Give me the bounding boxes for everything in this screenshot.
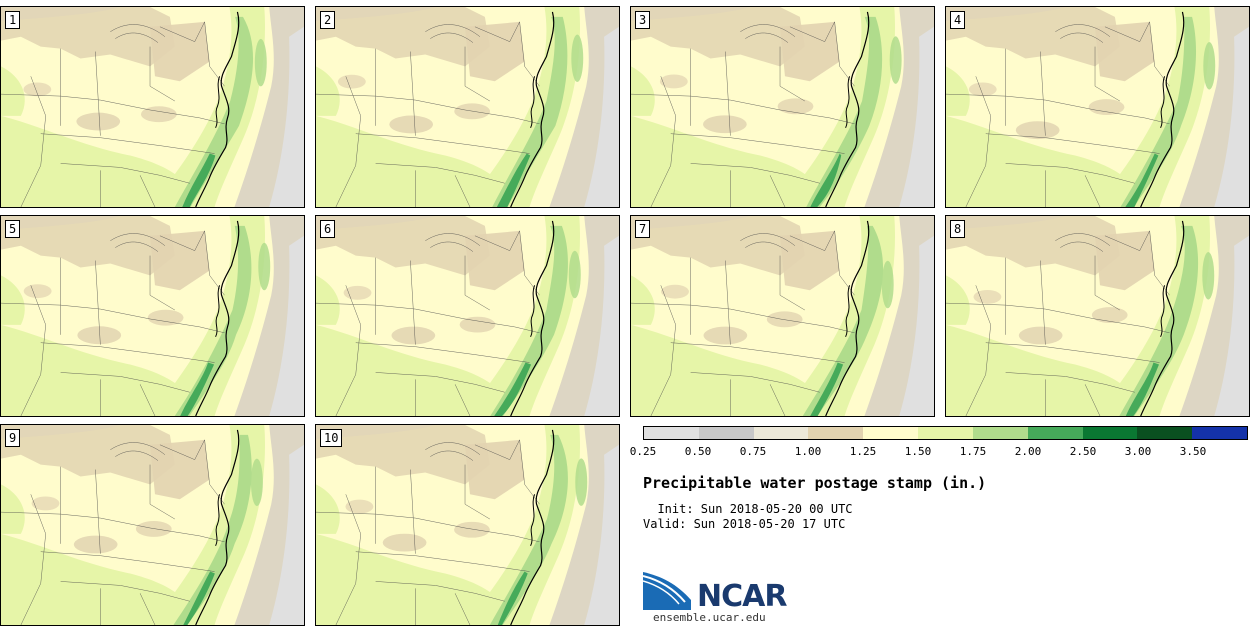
colorbar-tick-label: 2.00 <box>1014 445 1042 458</box>
colorbar-tick-label: 1.00 <box>794 445 822 458</box>
colorbar-segment <box>644 427 699 439</box>
colorbar-segment <box>698 427 754 439</box>
colorbar-segment <box>918 427 973 439</box>
map-panel-4: 4 <box>945 6 1250 208</box>
panel-number-label: 4 <box>950 11 966 29</box>
colorbar-tick-label: 0.25 <box>629 445 657 458</box>
colorbar-tick-label: 0.75 <box>739 445 767 458</box>
panel-number-label: 9 <box>5 429 21 447</box>
panel-number-label: 7 <box>635 220 651 238</box>
ncar-logo-icon <box>643 572 691 610</box>
panel-number-label: 5 <box>5 220 21 238</box>
plot-title: Precipitable water postage stamp (in.) <box>643 474 987 492</box>
colorbar-segment <box>1027 427 1083 439</box>
colorbar-segment <box>1192 427 1247 439</box>
panel-number-label: 2 <box>320 11 336 29</box>
panel-number-label: 8 <box>950 220 966 238</box>
colorbar-segment <box>808 427 864 439</box>
colorbar-tick-label: 1.25 <box>849 445 877 458</box>
panel-number-label: 10 <box>320 429 343 447</box>
colorbar-tick-label: 1.75 <box>959 445 987 458</box>
panel-number-label: 1 <box>5 11 21 29</box>
colorbar <box>643 426 1248 440</box>
colorbar-segment <box>1137 427 1193 439</box>
colorbar-tick-label: 3.00 <box>1124 445 1152 458</box>
ncar-logo-text: NCAR <box>697 579 787 614</box>
colorbar-tick-label: 1.50 <box>904 445 932 458</box>
site-url: ensemble.ucar.edu <box>653 611 766 624</box>
colorbar-tick-label: 2.50 <box>1069 445 1097 458</box>
valid-time: Valid: Sun 2018-05-20 17 UTC <box>643 517 846 531</box>
panel-number-label: 3 <box>635 11 651 29</box>
map-panel-2: 2 <box>315 6 620 208</box>
map-panel-8: 8 <box>945 215 1250 417</box>
map-panel-3: 3 <box>630 6 935 208</box>
colorbar-segment <box>1082 427 1138 439</box>
map-panel-7: 7 <box>630 215 935 417</box>
map-panel-5: 5 <box>0 215 305 417</box>
map-panel-9: 9 <box>0 424 305 626</box>
colorbar-tick-label: 0.50 <box>684 445 712 458</box>
colorbar-tick-label: 3.50 <box>1179 445 1207 458</box>
map-panel-10: 10 <box>315 424 620 626</box>
map-panel-6: 6 <box>315 215 620 417</box>
panel-number-label: 6 <box>320 220 336 238</box>
colorbar-segment <box>753 427 809 439</box>
colorbar-segment <box>972 427 1028 439</box>
map-panel-1: 1 <box>0 6 305 208</box>
init-time: Init: Sun 2018-05-20 00 UTC <box>643 502 853 516</box>
colorbar-segment <box>863 427 919 439</box>
